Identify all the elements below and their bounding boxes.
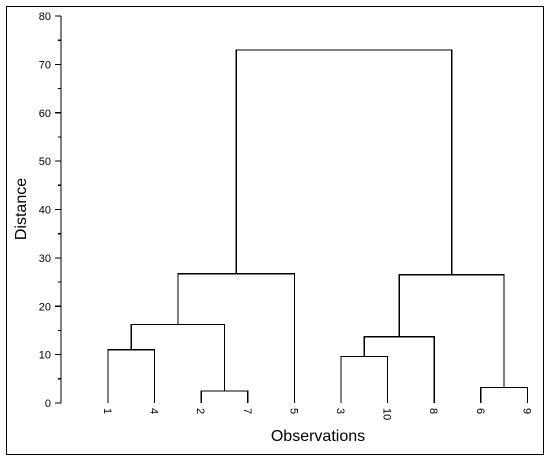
leaf-label: 7 — [241, 408, 253, 414]
leaf-label: 5 — [287, 408, 299, 414]
merge-link — [200, 390, 249, 403]
dendrogram-links — [107, 49, 529, 403]
y-tick-label: 50 — [39, 156, 51, 168]
leaf-label-group: 8 — [427, 408, 439, 414]
leaf-label-group: 1 — [101, 408, 113, 414]
leaf-label: 9 — [520, 408, 532, 414]
y-tick-label: 30 — [39, 253, 51, 265]
y-tick-label: 10 — [39, 350, 51, 362]
y-tick-label: 20 — [39, 301, 51, 313]
leaf-label-group: 4 — [148, 408, 160, 414]
y-axis: 0 10 20 30 40 50 60 70 80 — [39, 11, 62, 410]
merge-link — [235, 49, 453, 275]
merge-link — [398, 274, 505, 388]
leaf-label: 8 — [427, 408, 439, 414]
y-axis-title: Distance — [13, 178, 30, 240]
leaf-label: 3 — [334, 408, 346, 414]
chart-frame — [6, 6, 544, 455]
merge-link — [177, 273, 295, 403]
leaf-label-group: 7 — [241, 408, 253, 414]
merge-link — [363, 336, 435, 403]
merge-link — [340, 355, 389, 403]
leaf-label-group: 2 — [194, 408, 206, 414]
y-tick-label: 40 — [39, 205, 51, 217]
leaf-label-group: 10 — [381, 408, 393, 420]
leaf-label: 1 — [101, 408, 113, 414]
y-tick-label: 0 — [45, 398, 51, 410]
leaf-label-group: 9 — [520, 408, 532, 414]
y-tick-label: 70 — [39, 59, 51, 71]
merge-link — [107, 349, 156, 403]
y-tick-label: 60 — [39, 108, 51, 120]
merge-link — [480, 386, 529, 403]
leaf-label-group: 6 — [474, 408, 486, 414]
leaf-label: 4 — [148, 408, 160, 414]
merge-link — [130, 324, 226, 391]
leaf-labels: 1 4 2 7 5 3 10 8 6 9 — [101, 408, 532, 420]
leaf-label: 6 — [474, 408, 486, 414]
leaf-label-group: 3 — [334, 408, 346, 414]
leaf-label: 2 — [194, 408, 206, 414]
y-tick-label: 80 — [39, 11, 51, 23]
leaf-label-group: 5 — [287, 408, 299, 414]
leaf-label: 10 — [381, 408, 393, 420]
x-axis-title: Observations — [271, 428, 365, 445]
